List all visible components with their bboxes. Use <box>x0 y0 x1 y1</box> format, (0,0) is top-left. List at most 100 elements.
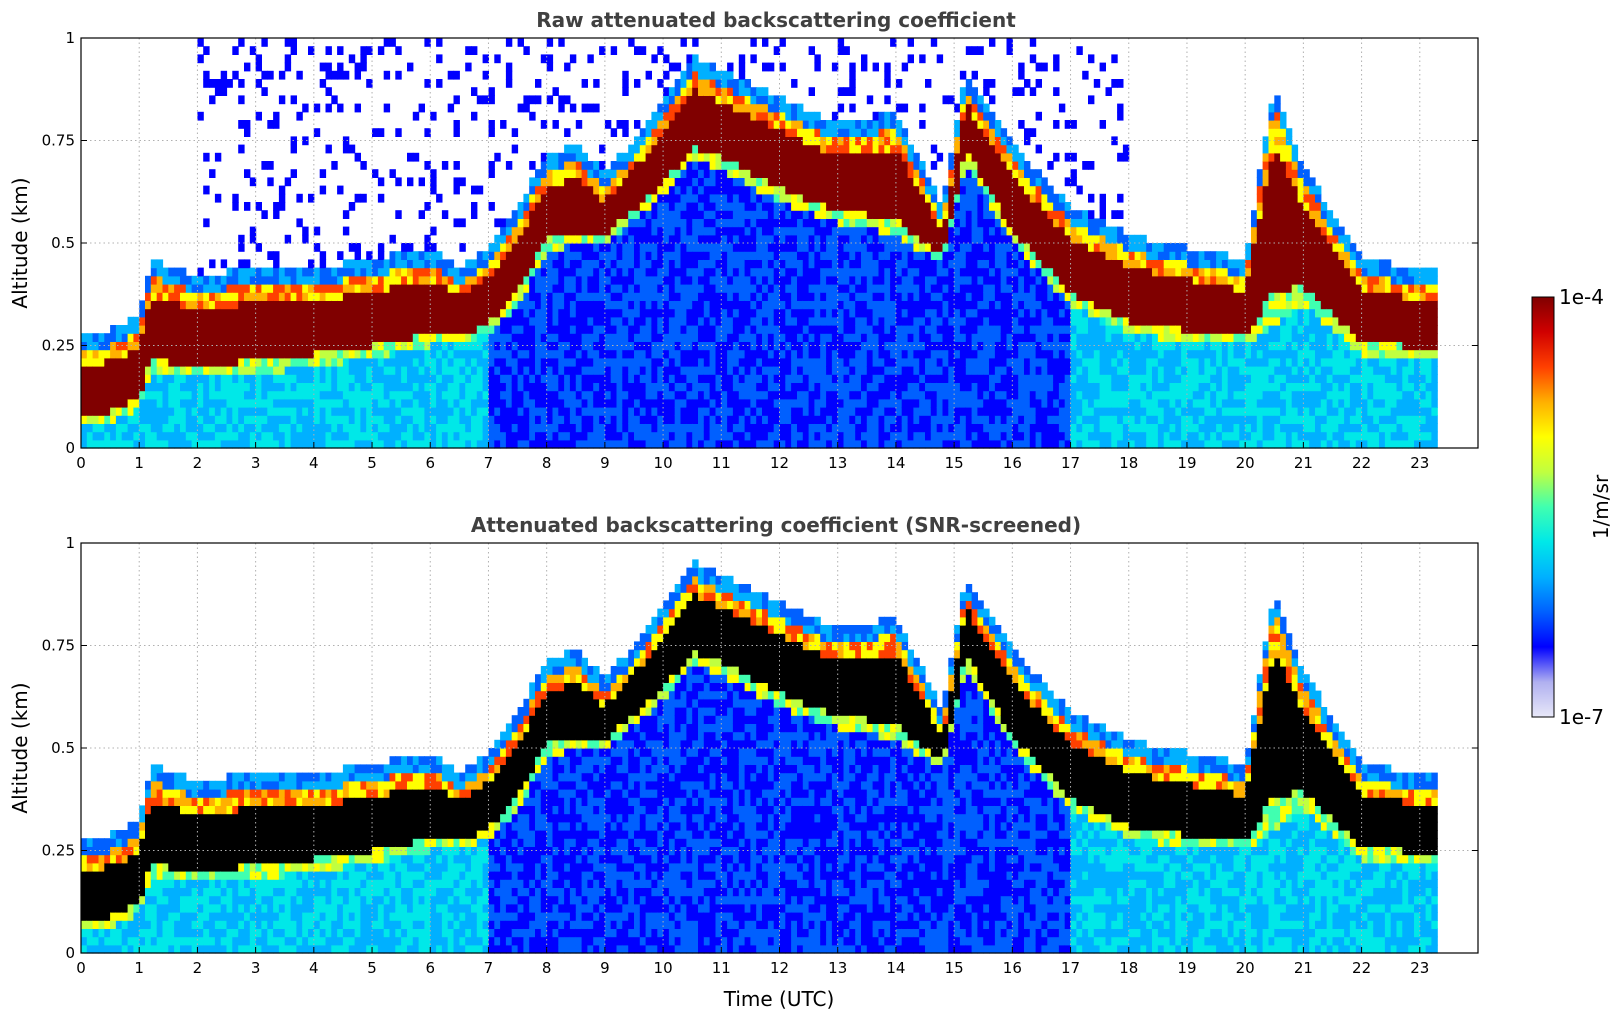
heatmap-cell <box>430 177 437 187</box>
heatmap-cell <box>756 415 763 424</box>
heatmap-cell <box>203 46 210 55</box>
heatmap-cell <box>831 120 839 129</box>
heatmap-cell <box>808 169 815 178</box>
heatmap-cell <box>372 431 379 441</box>
heatmap-cell <box>273 374 280 383</box>
heatmap-cell <box>430 243 437 252</box>
heatmap-cell <box>488 292 495 301</box>
heatmap-cell <box>634 185 641 195</box>
heatmap-cell <box>290 308 297 318</box>
heatmap-cell <box>767 284 775 293</box>
heatmap-cell <box>901 193 909 203</box>
heatmap-cell <box>337 103 344 113</box>
heatmap-cell <box>226 300 233 310</box>
heatmap-cell <box>145 366 152 375</box>
heatmap-cell <box>389 325 396 334</box>
heatmap-cell <box>884 185 891 195</box>
heatmap-cell <box>680 234 687 244</box>
heatmap-cell <box>424 349 431 359</box>
heatmap-cell <box>925 415 932 424</box>
heatmap-cell <box>872 193 879 203</box>
heatmap-cell <box>663 70 670 80</box>
heatmap-cell <box>121 382 129 392</box>
heatmap-cell <box>302 136 309 146</box>
heatmap-cell <box>686 398 693 408</box>
heatmap-cell <box>930 374 938 383</box>
heatmap-cell <box>692 275 699 285</box>
heatmap-cell <box>354 415 361 424</box>
heatmap-cell <box>610 284 618 293</box>
heatmap-cell <box>546 259 554 269</box>
heatmap-cell <box>797 357 804 367</box>
heatmap-cell <box>290 349 297 359</box>
heatmap-cell <box>773 251 781 260</box>
heatmap-cell <box>377 243 385 252</box>
heatmap-cell <box>441 210 449 219</box>
heatmap-cell <box>791 259 798 269</box>
heatmap-cell <box>500 333 507 342</box>
heatmap-cell <box>645 152 652 162</box>
heatmap-cell <box>593 161 600 170</box>
heatmap-cell <box>174 292 181 301</box>
heatmap-cell <box>401 374 408 383</box>
heatmap-cell <box>738 54 746 64</box>
heatmap-cell <box>348 431 356 441</box>
heatmap-cell <box>703 284 711 293</box>
heatmap-cell <box>814 161 821 170</box>
heatmap-cell <box>436 79 443 88</box>
heatmap-cell <box>628 177 635 187</box>
heatmap-cell <box>599 325 606 334</box>
heatmap-cell <box>482 341 489 351</box>
heatmap-cell <box>779 390 786 400</box>
heatmap-cell <box>744 202 751 211</box>
heatmap-cell <box>441 333 449 342</box>
heatmap-cell <box>337 292 344 301</box>
heatmap-cell <box>302 423 309 433</box>
heatmap-cell <box>564 210 571 219</box>
heatmap-cell <box>377 251 385 260</box>
heatmap-cell <box>308 349 315 359</box>
heatmap-cell <box>930 202 938 211</box>
heatmap-cell <box>145 423 152 433</box>
heatmap-cell <box>494 284 501 293</box>
heatmap-cell <box>791 300 798 310</box>
heatmap-cell <box>750 202 757 211</box>
heatmap-cell <box>430 251 437 260</box>
heatmap-cell <box>732 439 740 449</box>
heatmap-cell <box>535 243 542 252</box>
heatmap-cell <box>709 185 716 195</box>
heatmap-cell <box>919 251 926 260</box>
heatmap-cell <box>663 234 670 244</box>
heatmap-cell <box>546 325 554 334</box>
heatmap-cell <box>715 300 722 310</box>
heatmap-cell <box>174 398 181 408</box>
heatmap-cell <box>232 431 239 441</box>
heatmap-cell <box>476 251 484 260</box>
heatmap-cell <box>523 325 530 334</box>
heatmap-cell <box>535 218 542 228</box>
heatmap-cell <box>698 316 705 326</box>
heatmap-cell <box>436 325 443 334</box>
heatmap-cell <box>604 169 612 178</box>
heatmap-cell <box>372 308 379 318</box>
heatmap-cell <box>820 374 827 383</box>
heatmap-cell <box>115 341 123 351</box>
heatmap-cell <box>232 407 239 416</box>
heatmap-cell <box>529 226 536 236</box>
heatmap-cell <box>942 357 949 367</box>
heatmap-cell <box>779 103 786 113</box>
heatmap-cell <box>895 300 903 310</box>
heatmap-cell <box>756 325 763 334</box>
heatmap-cell <box>296 382 303 392</box>
heatmap-cell <box>657 169 664 178</box>
heatmap-cell <box>296 316 303 326</box>
heatmap-cell <box>558 423 565 433</box>
heatmap-cell <box>657 120 664 129</box>
heatmap-cell <box>424 202 431 211</box>
heatmap-cell <box>738 390 746 400</box>
heatmap-cell <box>802 366 810 375</box>
heatmap-cell <box>686 169 693 178</box>
heatmap-cell <box>261 333 268 342</box>
heatmap-cell <box>884 374 891 383</box>
heatmap-cell <box>715 415 722 424</box>
